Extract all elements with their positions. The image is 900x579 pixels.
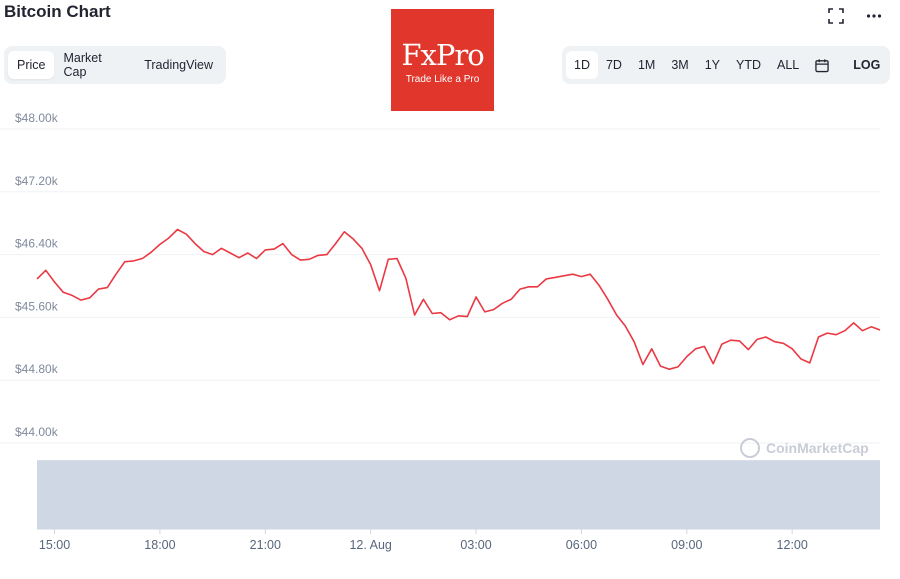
x-tick-label: 06:00: [566, 538, 597, 552]
range-7d[interactable]: 7D: [605, 58, 622, 72]
y-tick-label: $46.40k: [15, 237, 59, 251]
x-axis-labels: 15:00 18:00 21:00 12. Aug 03:00 06:00 09:00 12:…: [39, 529, 808, 552]
y-axis-labels: $48.00k $47.20k $46.40k $45.60k $44.80k $44.0…: [15, 111, 59, 439]
time-range-selector: 1D 7D 1M 3M 1Y YTD ALL LOG: [562, 46, 890, 84]
volume-area: [37, 460, 880, 530]
range-1d[interactable]: 1D: [566, 51, 598, 79]
price-line-layer: [36, 228, 881, 370]
range-ytd[interactable]: YTD: [736, 58, 762, 72]
watermark: CoinMarketCap: [740, 438, 869, 458]
y-tick-label: $44.80k: [15, 362, 59, 376]
range-1y[interactable]: 1Y: [704, 58, 721, 72]
x-tick-label: 18:00: [144, 538, 175, 552]
x-tick-label: 21:00: [250, 538, 281, 552]
y-tick-label: $48.00k: [15, 111, 59, 125]
x-tick-label: 09:00: [671, 538, 702, 552]
log-scale-toggle[interactable]: LOG: [853, 58, 881, 72]
coinmarketcap-logo-icon: [740, 438, 760, 458]
tab-market-cap[interactable]: Market Cap: [63, 51, 102, 79]
range-all[interactable]: ALL: [777, 58, 800, 72]
y-tick-label: $45.60k: [15, 299, 59, 313]
fxpro-tagline: Trade Like a Pro: [405, 74, 480, 85]
fullscreen-icon[interactable]: [828, 8, 844, 29]
x-tick-label: 12. Aug: [349, 538, 391, 552]
tab-price[interactable]: Price: [8, 51, 55, 79]
price-series-line: [36, 228, 881, 370]
chart-tabs: Price Market Cap TradingView: [4, 46, 226, 84]
x-tick-label: 15:00: [39, 538, 70, 552]
y-tick-label: $44.00k: [15, 425, 59, 439]
range-1m[interactable]: 1M: [637, 58, 656, 72]
fxpro-ad-banner[interactable]: FxPro Trade Like a Pro: [391, 9, 494, 111]
tab-tradingview[interactable]: TradingView: [144, 58, 213, 72]
calendar-icon[interactable]: [807, 51, 837, 79]
watermark-text: CoinMarketCap: [766, 440, 869, 456]
page-title: Bitcoin Chart: [4, 2, 111, 21]
x-tick-label: 12:00: [777, 538, 808, 552]
chart-grid: [0, 128, 880, 444]
chart-toolbar-icons: [828, 8, 882, 29]
volume-bar: [37, 460, 880, 529]
x-tick-label: 03:00: [460, 538, 491, 552]
more-icon[interactable]: [866, 8, 882, 29]
fxpro-logo-text: FxPro: [401, 38, 484, 72]
range-3m[interactable]: 3M: [671, 58, 689, 72]
y-tick-label: $47.20k: [15, 174, 59, 188]
